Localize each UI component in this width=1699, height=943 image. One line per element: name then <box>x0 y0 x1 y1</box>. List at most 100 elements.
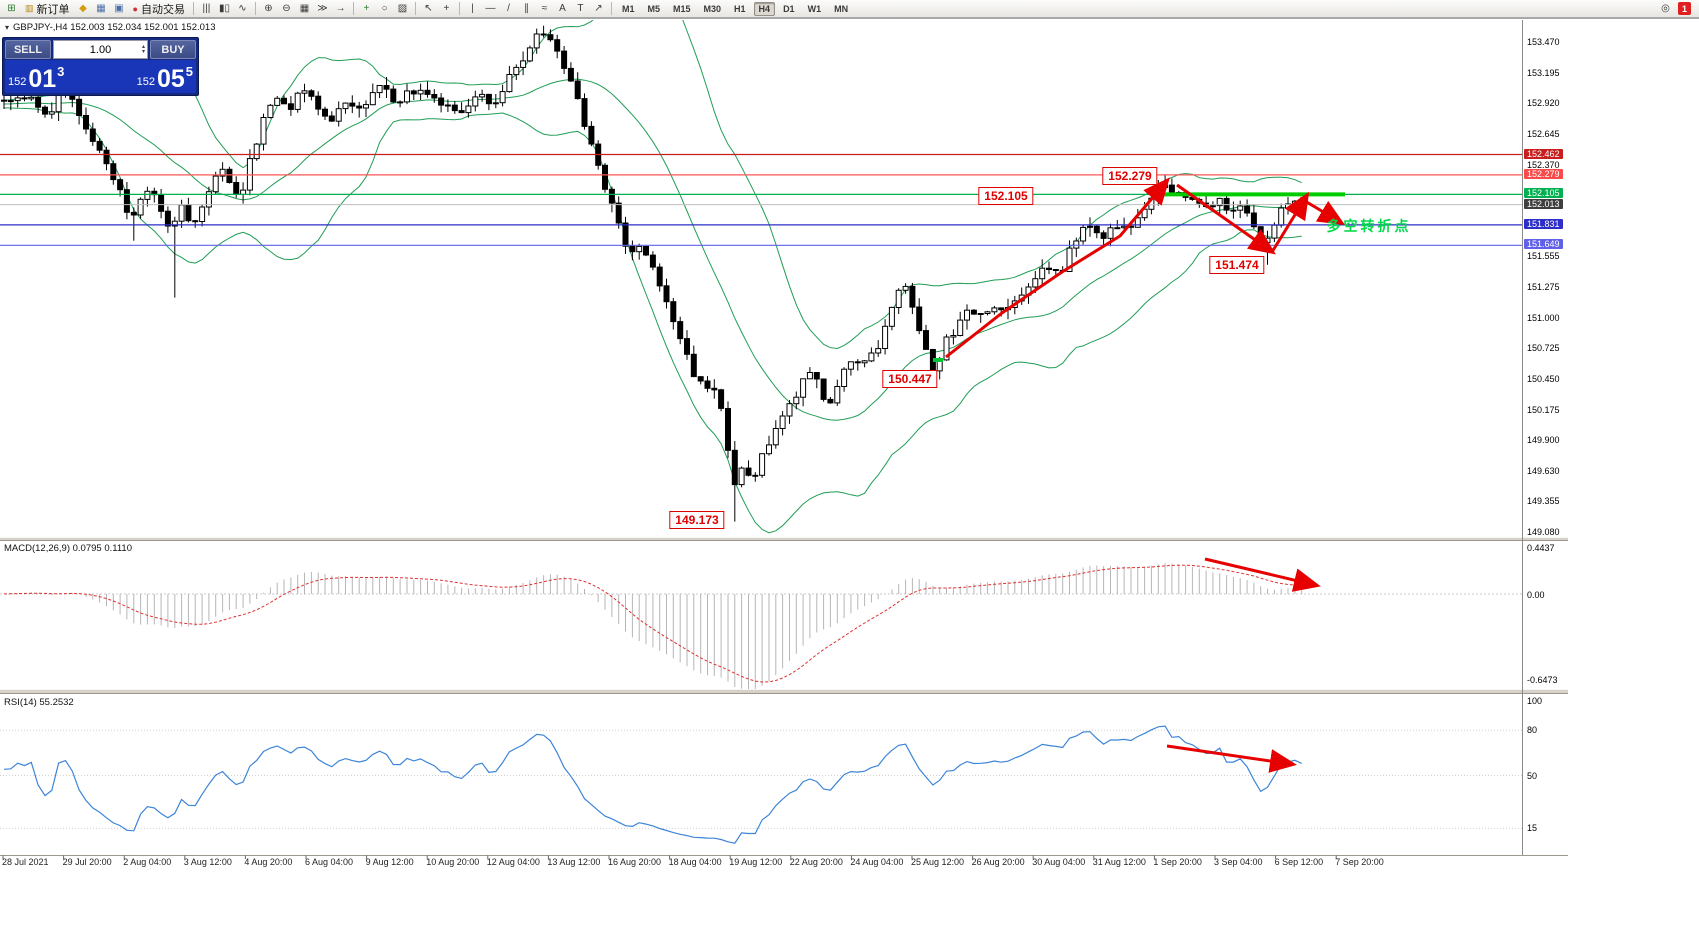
text-button[interactable]: A <box>554 1 571 16</box>
trendline-button[interactable]: / <box>500 1 517 16</box>
channel-button[interactable]: ∥ <box>518 1 535 16</box>
toolbar-separator <box>458 2 460 15</box>
trend-up-arrow[interactable] <box>945 177 1170 359</box>
fibonacci-button[interactable]: ≈ <box>536 1 553 16</box>
time-scale-label: 6 Sep 12:00 <box>1274 857 1324 867</box>
expander-icon[interactable]: ▾ <box>5 23 10 32</box>
timeframe-h1-button[interactable]: H1 <box>734 3 746 14</box>
rsi-down-arrow[interactable] <box>1166 744 1297 773</box>
arrow-objects-button[interactable]: ↗ <box>590 1 607 16</box>
templates-button[interactable]: ▨ <box>394 1 411 16</box>
reversal-down-arrow[interactable] <box>1299 196 1346 226</box>
toolbar-items: ⊞ ▥ 新订单 ◆ ▦ ▣ ● 自动交易 ||| ▮▯ ∿ ⊕ ⊖ ▦ ≫ → + ○ ▨ ↖ + | — / ∥ ≈ A T ↗ M1 M… <box>3 1 854 16</box>
cursor-button[interactable]: ↖ <box>420 1 437 16</box>
price-scale-label: 153.470 <box>1527 37 1560 47</box>
sell-price[interactable]: 152 01 3 <box>5 60 101 93</box>
data-window-button[interactable]: ▣ <box>111 1 128 16</box>
time-scale-label: 13 Aug 12:00 <box>547 857 601 867</box>
bar-chart-button[interactable]: ||| <box>198 1 215 16</box>
line-chart-icon: ∿ <box>238 3 247 14</box>
templates-icon: ▨ <box>397 3 408 14</box>
timeframe-mn-button[interactable]: MN <box>834 3 849 14</box>
indicators-add-button[interactable]: + <box>358 1 375 16</box>
horizontal-line-icon: — <box>485 3 496 14</box>
timeframe-m15-button[interactable]: M15 <box>673 3 691 14</box>
crosshair-button[interactable]: + <box>438 1 455 16</box>
rsi-indicator <box>0 725 1522 844</box>
price-scale-label: 150.725 <box>1527 343 1560 354</box>
toolbar-separator <box>192 2 194 15</box>
symbol-header: ▾ GBPJPY-,H4 152.003 152.034 152.001 152… <box>5 22 216 33</box>
period-selector-button[interactable]: ○ <box>376 1 393 16</box>
vertical-line-button[interactable]: | <box>464 1 481 16</box>
macd-indicator <box>0 563 1522 689</box>
price-scale-label: 152.920 <box>1527 98 1560 109</box>
bar-chart-icon: ||| <box>202 3 211 14</box>
rebound-up-arrow[interactable] <box>1270 191 1310 253</box>
volume-up-icon[interactable]: ▴ <box>141 43 145 50</box>
timeframe-m1-button[interactable]: M1 <box>621 3 635 14</box>
macd-scale-label: -0.6473 <box>1527 674 1558 685</box>
rsi-scale-label: 50 <box>1527 770 1538 781</box>
rsi-scale-label: 100 <box>1527 696 1543 706</box>
sell-price-pips: 01 <box>28 65 57 93</box>
buy-price-point: 5 <box>185 64 193 79</box>
time-scale-label: 16 Aug 20:00 <box>608 857 662 867</box>
zoom-out-icon: ⊖ <box>282 3 291 14</box>
toolbar-right: ◎ 1 <box>1657 1 1696 16</box>
macd-down-arrow[interactable] <box>1204 557 1321 592</box>
tile-windows-icon: ▦ <box>299 3 310 14</box>
time-scale-label: 26 Aug 20:00 <box>971 857 1025 867</box>
pullback-down-arrow[interactable] <box>1176 183 1276 255</box>
tile-windows-button[interactable]: ▦ <box>296 1 313 16</box>
zoom-in-button[interactable]: ⊕ <box>260 1 277 16</box>
time-scale-label: 28 Jul 2021 <box>2 857 49 867</box>
new-chart-button[interactable]: ⊞ <box>3 1 20 16</box>
volume-field[interactable]: 1.00 ▴ ▾ <box>53 40 148 59</box>
time-scale-label: 24 Aug 04:00 <box>850 857 904 867</box>
price-scale-tag: 152.105 <box>1524 188 1563 199</box>
zoom-out-button[interactable]: ⊖ <box>278 1 295 16</box>
candlestick-chart-button[interactable]: ▮▯ <box>216 1 233 16</box>
toolbar-separator <box>414 2 416 15</box>
candles-layer <box>1 25 1305 522</box>
buy-button[interactable]: BUY <box>150 40 196 59</box>
notification-badge[interactable]: 1 <box>1678 2 1691 15</box>
time-scale-label: 6 Aug 04:00 <box>305 857 354 867</box>
buy-price[interactable]: 152 05 5 <box>101 60 197 93</box>
rsi-scale-label: 80 <box>1527 725 1538 736</box>
sell-price-point: 3 <box>57 64 65 79</box>
timeframe-h4-button[interactable]: H4 <box>753 1 776 16</box>
time-scale-label: 9 Aug 12:00 <box>365 857 414 867</box>
price-scale-label: 152.645 <box>1527 129 1560 140</box>
horizontal-line-button[interactable]: — <box>482 1 499 16</box>
volume-value[interactable]: 1.00 <box>89 43 112 56</box>
price-scale[interactable]: 153.470 153.195 152.920 152.645 152.370 151.5… <box>1523 0 1603 943</box>
chart-shift-button[interactable]: → <box>332 1 349 16</box>
timeframe-d1-button[interactable]: D1 <box>783 3 795 14</box>
market-watch-button[interactable]: ▦ <box>93 1 110 16</box>
price-scale-label: 152.370 <box>1527 159 1560 170</box>
favorites-button[interactable]: ◆ <box>75 1 92 16</box>
price-scale-label: 153.195 <box>1527 67 1560 78</box>
macd-scale-label: 0.4437 <box>1527 543 1555 553</box>
timeframe-m5-button[interactable]: M5 <box>647 3 660 14</box>
time-scale-label: 2 Aug 04:00 <box>123 857 172 867</box>
line-chart-button[interactable]: ∿ <box>234 1 251 16</box>
timeframe-m30-button[interactable]: M30 <box>703 3 722 14</box>
time-scale[interactable]: 28 Jul 2021 29 Jul 20:00 2 Aug 04:00 3 Aug … <box>0 857 1522 870</box>
volume-stepper[interactable]: ▴ ▾ <box>142 41 145 58</box>
rsi-label: RSI(14) 55.2532 <box>4 697 74 708</box>
new-order-icon: ▥ <box>25 3 34 13</box>
search-button[interactable]: ◎ <box>1657 1 1674 16</box>
volume-down-icon[interactable]: ▾ <box>141 48 145 55</box>
time-scale-label: 4 Aug 20:00 <box>244 857 293 867</box>
timeframe-w1-button[interactable]: W1 <box>807 3 822 14</box>
price-scale-label: 150.450 <box>1527 374 1560 385</box>
new-order-button[interactable]: ▥ 新订单 <box>21 1 74 16</box>
text-label-button[interactable]: T <box>572 1 589 16</box>
auto-scroll-button[interactable]: ≫ <box>314 1 331 16</box>
auto-trading-button[interactable]: ● 自动交易 <box>129 1 189 16</box>
sell-button[interactable]: SELL <box>5 40 51 59</box>
